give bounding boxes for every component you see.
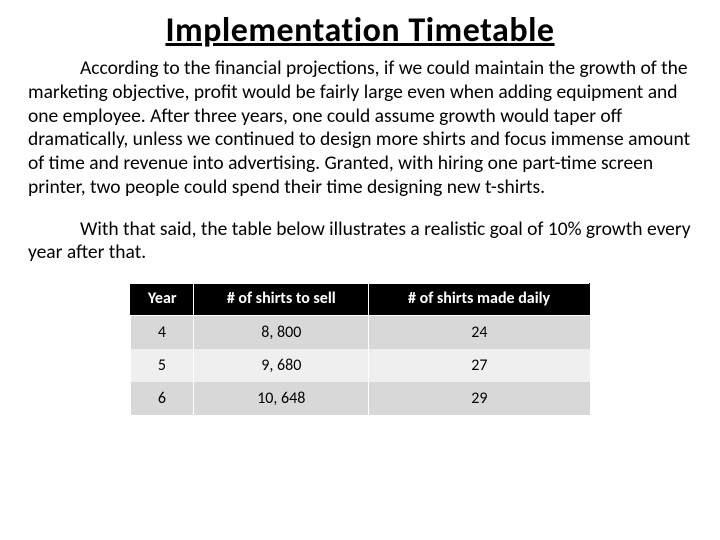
cell: 6: [131, 382, 194, 415]
growth-table: Year # of shirts to sell # of shirts mad…: [130, 283, 590, 414]
col-shirts-daily: # of shirts made daily: [369, 284, 590, 315]
cell: 9, 680: [194, 349, 369, 382]
table-header-row: Year # of shirts to sell # of shirts mad…: [131, 284, 590, 315]
table-row: 6 10, 648 29: [131, 382, 590, 415]
body-text: According to the financial projections, …: [0, 57, 720, 265]
cell: 29: [369, 382, 590, 415]
cell: 10, 648: [194, 382, 369, 415]
table-row: 5 9, 680 27: [131, 349, 590, 382]
cell: 8, 800: [194, 315, 369, 349]
page-title: Implementation Timetable: [0, 0, 720, 57]
paragraph-1: According to the financial projections, …: [28, 57, 692, 200]
col-year: Year: [131, 284, 194, 315]
table-wrap: Year # of shirts to sell # of shirts mad…: [130, 283, 590, 414]
cell: 4: [131, 315, 194, 349]
table-row: 4 8, 800 24: [131, 315, 590, 349]
cell: 27: [369, 349, 590, 382]
col-shirts-to-sell: # of shirts to sell: [194, 284, 369, 315]
cell: 24: [369, 315, 590, 349]
cell: 5: [131, 349, 194, 382]
paragraph-2: With that said, the table below illustra…: [28, 218, 692, 266]
